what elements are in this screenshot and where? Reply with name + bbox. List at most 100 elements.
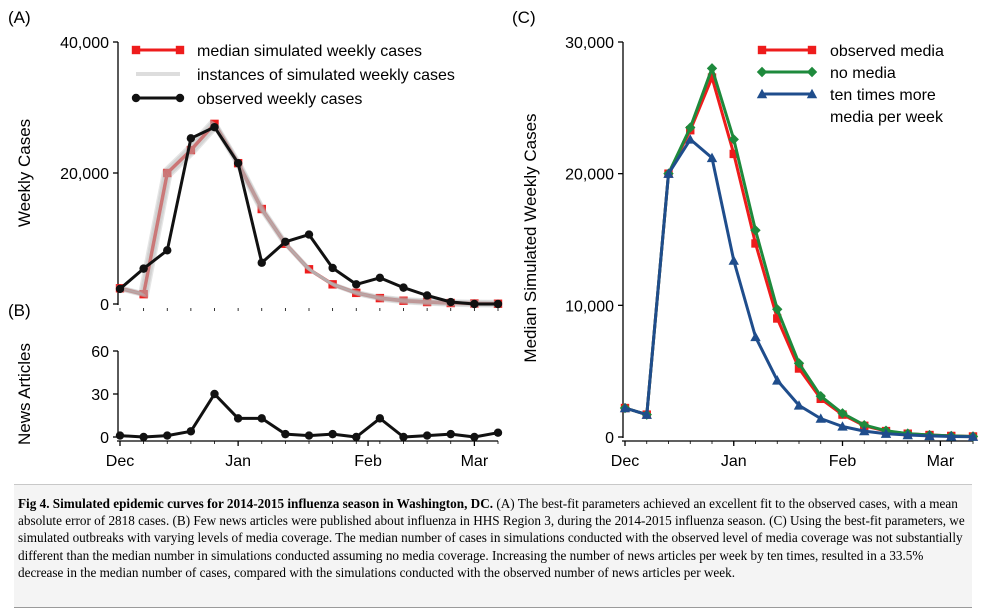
simulated-instance-line xyxy=(116,120,495,303)
y-tick-label: 30 xyxy=(91,387,109,404)
data-point xyxy=(375,414,385,423)
data-point xyxy=(706,63,718,74)
y-tick-label: 30,000 xyxy=(565,35,614,52)
data-point xyxy=(902,429,913,440)
legend-label: media per week xyxy=(830,109,944,126)
legend-label: observed weekly cases xyxy=(197,91,362,108)
series-line-1 xyxy=(119,392,499,439)
chart-panel-3: (C) Median Simulated Weekly Cases 0 10,000 2… xyxy=(512,8,979,470)
data-point xyxy=(493,428,503,437)
data-point xyxy=(233,414,243,423)
data-point xyxy=(304,230,314,239)
data-point xyxy=(619,402,631,413)
y-axis-label: Median Simulated Weekly Cases xyxy=(521,113,540,362)
legend-marker xyxy=(757,45,767,55)
y-axis-label: News Articles xyxy=(15,343,34,445)
data-point xyxy=(115,284,125,294)
data-point xyxy=(163,431,172,440)
legend-label: observed media xyxy=(830,43,944,60)
data-point xyxy=(186,427,196,436)
data-point xyxy=(837,421,848,431)
data-point xyxy=(685,134,696,144)
data-point xyxy=(493,299,503,309)
legend: median simulated weekly cases instances o… xyxy=(131,43,455,108)
y-tick-label: 0 xyxy=(605,430,614,447)
data-point xyxy=(728,134,739,145)
data-point xyxy=(470,432,479,442)
data-point xyxy=(446,429,455,439)
y-tick-label: 20,000 xyxy=(60,166,109,183)
data-point xyxy=(328,429,337,439)
legend-label: ten times more xyxy=(830,87,936,104)
y-tick-label: 0 xyxy=(100,297,109,314)
legend-label: median simulated weekly cases xyxy=(197,43,422,60)
simulated-instance-line xyxy=(117,120,496,304)
data-point xyxy=(328,280,337,289)
data-point xyxy=(794,364,804,373)
data-point xyxy=(750,331,761,342)
data-point xyxy=(399,296,408,305)
data-point xyxy=(186,145,196,155)
data-point xyxy=(139,289,148,299)
legend-marker xyxy=(131,93,141,103)
data-point xyxy=(163,168,172,178)
data-point xyxy=(352,280,361,289)
chart-panel-1: (A) Weekly Cases 0 20,000 40,000 median simul… xyxy=(8,8,503,314)
data-point xyxy=(281,429,290,439)
series-line-3 xyxy=(624,137,974,439)
data-point xyxy=(422,431,432,440)
legend-marker xyxy=(807,45,817,55)
data-point xyxy=(663,168,674,178)
data-point xyxy=(399,283,408,292)
data-point xyxy=(352,288,361,298)
caption-body: (A) The best-fit parameters achieved an … xyxy=(18,496,965,580)
x-tick-label: Mar xyxy=(927,453,955,470)
x-tick-label: Dec xyxy=(611,453,639,470)
legend-marker xyxy=(806,88,818,99)
legend-marker xyxy=(806,66,818,78)
y-tick-label: 0 xyxy=(100,430,109,447)
data-point xyxy=(257,204,266,214)
series-line-1 xyxy=(624,76,974,438)
data-point xyxy=(210,122,219,132)
data-point xyxy=(837,408,848,419)
data-point xyxy=(641,409,652,419)
series-line-1 xyxy=(119,122,499,306)
data-point xyxy=(793,400,805,410)
series-line-3 xyxy=(119,125,498,306)
x-tick-label: Feb xyxy=(829,453,857,470)
figure: (A) Weekly Cases 0 20,000 40,000 median simul… xyxy=(8,8,979,470)
y-tick-label: 10,000 xyxy=(565,298,614,315)
x-tick-label: Dec xyxy=(106,453,134,470)
simulated-instance-line xyxy=(120,123,500,306)
data-point xyxy=(399,432,408,442)
data-point xyxy=(793,358,805,369)
x-tick-label: Feb xyxy=(354,453,382,470)
data-point xyxy=(186,134,196,143)
y-tick-label: 20,000 xyxy=(565,167,614,184)
data-point xyxy=(859,419,870,431)
y-axis-label: Weekly Cases xyxy=(15,119,34,227)
data-point xyxy=(751,239,760,248)
data-point xyxy=(304,431,314,440)
data-point xyxy=(446,297,455,307)
data-point xyxy=(772,304,783,315)
legend-marker xyxy=(175,45,185,55)
x-tick-label: Jan xyxy=(721,453,747,470)
simulated-instance-line xyxy=(122,124,501,307)
data-point xyxy=(375,273,385,282)
data-point xyxy=(233,158,243,168)
legend: observed media no media ten times more medi… xyxy=(756,43,944,126)
data-point xyxy=(352,432,361,442)
data-point xyxy=(729,149,738,159)
data-point xyxy=(163,246,172,255)
panel-label: (C) xyxy=(512,8,536,27)
simulated-instance-line xyxy=(119,122,499,306)
y-tick-label: 60 xyxy=(91,344,109,361)
data-point xyxy=(750,225,761,236)
panel-label: (B) xyxy=(8,301,31,320)
data-point xyxy=(685,122,696,133)
legend-marker xyxy=(756,66,768,78)
legend-label: no media xyxy=(830,65,896,82)
legend-marker xyxy=(756,88,768,99)
